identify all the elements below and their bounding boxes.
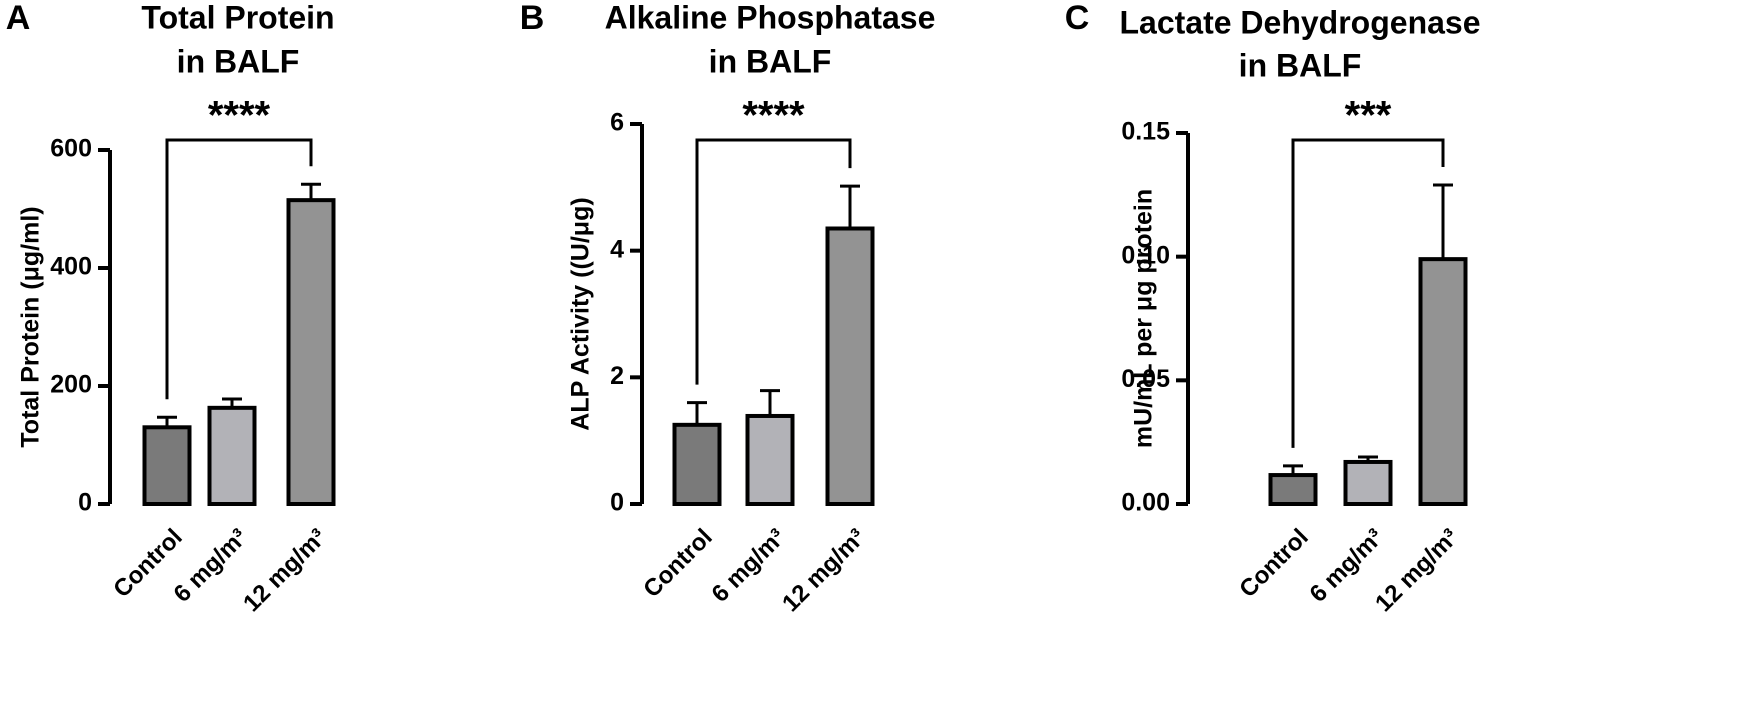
panel-label: A: [6, 0, 31, 37]
y-axis-label: mU/mL per μg protein: [1130, 189, 1158, 448]
panel: B Alkaline Phosphatase in BALF ALP Activity…: [520, 0, 936, 617]
x-tick-label: 12 mg/m³: [777, 524, 871, 618]
bar: [207, 405, 257, 506]
significance-bracket: [165, 138, 313, 400]
significance-label: ****: [208, 94, 271, 138]
bar: [672, 422, 722, 507]
chart-title: Alkaline Phosphatase: [605, 0, 936, 35]
bar: [286, 198, 336, 506]
panel-label: C: [1065, 0, 1090, 37]
significance-label: ****: [742, 94, 805, 138]
y-tick-label: 0: [610, 489, 624, 517]
y-axis-label: Total Protein (μg/ml): [17, 206, 45, 447]
x-tick-label: Control: [638, 524, 717, 603]
chart-title: in BALF: [709, 43, 832, 79]
chart-title: Total Protein: [141, 0, 334, 35]
bar: [1418, 257, 1468, 507]
panel-label: B: [520, 0, 545, 37]
y-tick-label: 0.05: [1121, 365, 1170, 393]
bar: [142, 425, 192, 506]
bar: [745, 413, 795, 507]
x-tick-label: 6 mg/m³: [707, 524, 791, 608]
panel: A Total Protein in BALF Total Protein (μg/m…: [6, 0, 336, 618]
panel: C Lactate Dehydrogenase in BALF mU/mL per μ…: [1065, 0, 1481, 617]
chart-title: Lactate Dehydrogenase: [1119, 4, 1480, 40]
x-tick-label: 12 mg/m³: [238, 524, 332, 618]
bar: [825, 226, 875, 506]
significance-bracket: [695, 138, 852, 385]
y-tick-label: 0: [78, 489, 92, 517]
y-tick-label: 6: [610, 109, 624, 137]
y-tick-label: 400: [50, 253, 92, 281]
y-tick-label: 0.10: [1121, 241, 1170, 269]
x-tick-label: 12 mg/m³: [1370, 524, 1464, 618]
y-tick-label: 0.00: [1121, 489, 1170, 517]
y-tick-label: 200: [50, 371, 92, 399]
y-axis-label: ALP Activity ((U/μg): [567, 197, 595, 430]
bar: [1343, 459, 1393, 507]
significance-label: ***: [1345, 94, 1392, 138]
x-tick-label: Control: [1234, 524, 1313, 603]
chart-title: in BALF: [177, 43, 300, 79]
y-tick-label: 4: [610, 235, 624, 263]
bar: [1268, 473, 1318, 507]
significance-bracket: [1291, 138, 1445, 448]
y-tick-label: 2: [610, 362, 624, 390]
y-tick-label: 0.15: [1121, 118, 1170, 146]
chart-title: in BALF: [1239, 47, 1362, 83]
y-tick-label: 600: [50, 135, 92, 163]
